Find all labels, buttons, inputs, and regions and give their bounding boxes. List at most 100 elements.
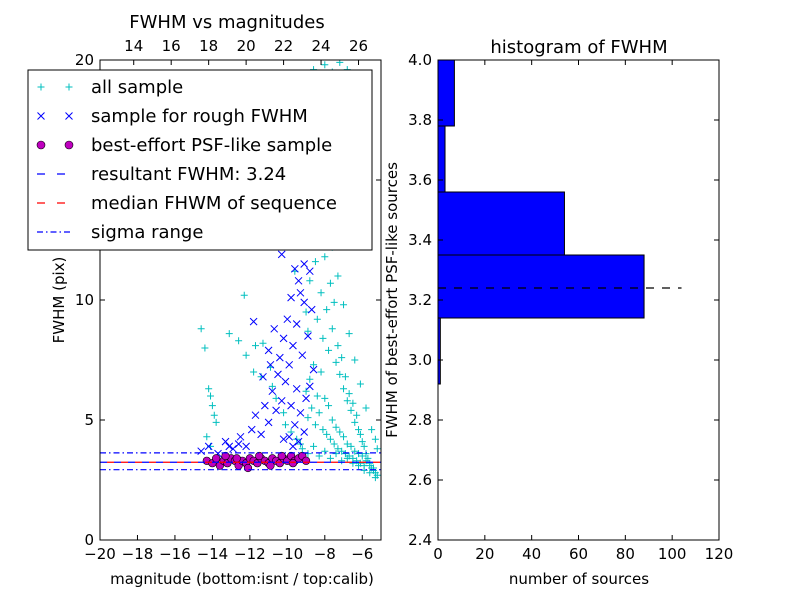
rough-sample-point <box>251 411 260 420</box>
all-sample-point <box>323 306 331 314</box>
rough-sample-point <box>302 394 310 403</box>
legend-label: resultant FWHM: 3.24 <box>91 164 286 185</box>
rough-sample-point <box>287 293 295 302</box>
all-sample-point <box>347 442 355 450</box>
all-sample-point <box>208 402 216 410</box>
all-sample-point <box>356 430 364 438</box>
all-sample-point <box>360 442 368 450</box>
rough-sample-point <box>290 420 299 429</box>
legend-label: sample for rough FWHM <box>91 106 308 127</box>
x-tick-label: −14 <box>197 545 229 563</box>
histogram-bar <box>437 191 565 256</box>
all-sample-point <box>304 414 312 422</box>
legend-marker-circle <box>64 140 74 150</box>
psf-sample-point <box>277 451 286 461</box>
all-sample-point <box>371 435 379 443</box>
y-tick-label: 3.6 <box>408 171 432 189</box>
rough-sample-point <box>304 332 312 340</box>
rough-sample-point <box>275 353 284 362</box>
rough-sample-point <box>298 351 307 360</box>
legend-marker-plus <box>37 83 45 91</box>
rough-sample-point <box>292 384 301 393</box>
all-sample-point <box>326 435 334 443</box>
rough-sample-point <box>309 365 318 374</box>
right-histogram-plot: 0 20 40 60 80 100 120 2.4 2.6 2.8 3.0 3.2 3.4 3.6 3.8 4… <box>383 37 733 588</box>
all-sample-point <box>304 327 312 335</box>
all-sample-point <box>334 272 342 280</box>
all-sample-point <box>302 387 310 395</box>
psf-sample-point <box>266 461 275 470</box>
all-sample-point <box>306 277 314 285</box>
right-x-axis-label: number of sources <box>509 570 649 588</box>
top-tick-label: 20 <box>237 37 256 55</box>
histogram-bar <box>437 59 455 127</box>
all-sample-point <box>315 452 323 460</box>
x-tick-label: 0 <box>433 545 443 563</box>
all-sample-point <box>345 330 353 338</box>
rough-sample-point <box>249 317 258 326</box>
rough-sample-point <box>221 437 230 446</box>
all-sample-point <box>197 325 205 333</box>
right-y-axis-label: FWHM of best-effort PSF-like sources <box>383 162 401 438</box>
all-sample-point <box>313 392 321 400</box>
rough-sample-point <box>300 428 309 436</box>
top-tick-label: 18 <box>199 37 218 55</box>
all-sample-point <box>317 289 325 297</box>
y-tick-label: 10 <box>75 291 94 309</box>
all-sample-point <box>321 61 329 69</box>
all-sample-point <box>310 442 318 450</box>
rough-sample-point <box>279 435 288 444</box>
all-sample-point <box>272 394 280 402</box>
all-sample-point <box>355 462 363 470</box>
all-sample-point <box>340 433 348 441</box>
all-sample-point <box>321 447 329 455</box>
y-tick-label: 20 <box>75 51 94 69</box>
rough-sample-point <box>257 430 265 439</box>
rough-sample-point <box>305 267 314 276</box>
y-tick-label: 3.4 <box>408 231 432 249</box>
y-tick-label: 2.6 <box>408 471 432 489</box>
all-sample-point <box>340 301 348 309</box>
all-sample-point <box>366 469 374 477</box>
all-sample-point <box>351 418 359 426</box>
all-sample-point <box>325 346 333 354</box>
all-sample-point <box>334 342 342 350</box>
legend-marker-circle <box>36 140 46 150</box>
top-tick-label: 22 <box>274 37 293 55</box>
rough-sample-point <box>197 447 206 456</box>
all-sample-point <box>310 361 318 369</box>
all-sample-point <box>251 342 259 350</box>
all-sample-point <box>343 397 351 405</box>
rough-sample-point <box>274 370 282 379</box>
psf-sample-point <box>288 459 298 468</box>
all-sample-point <box>328 325 336 333</box>
all-sample-point <box>338 457 346 465</box>
legend-label: median FHWM of sequence <box>91 193 337 214</box>
all-sample-point <box>323 430 331 438</box>
rough-sample-point <box>296 408 305 417</box>
left-x-axis-label: magnitude (bottom:isnt / top:calib) <box>110 570 374 588</box>
all-sample-point <box>242 351 250 359</box>
all-sample-point <box>360 466 368 474</box>
rough-sample-point <box>270 324 279 333</box>
rough-sample-point <box>225 442 234 451</box>
all-sample-point <box>325 402 333 410</box>
all-sample-point <box>368 426 376 434</box>
rough-sample-point <box>287 401 295 410</box>
all-sample-point <box>355 450 363 458</box>
all-sample-point <box>201 344 209 352</box>
x-tick-label: 80 <box>616 545 635 563</box>
all-sample-point <box>370 464 378 472</box>
y-tick-label: 3.2 <box>408 291 432 309</box>
all-sample-point <box>362 450 370 458</box>
x-tick-label: 20 <box>475 545 494 563</box>
legend-box <box>27 69 373 251</box>
all-sample-point <box>319 426 327 434</box>
left-scatter-plot: −20 −18 −16 −14 −12 −10 −8 −6 14 16 18 20 22 24 26 0 5 10… <box>27 12 382 588</box>
y-tick-label: 3.0 <box>408 351 432 369</box>
all-sample-point <box>212 418 220 426</box>
all-sample-point <box>311 258 319 266</box>
all-sample-point <box>330 298 338 306</box>
rough-sample-point <box>242 442 250 451</box>
all-sample-point <box>306 375 314 383</box>
